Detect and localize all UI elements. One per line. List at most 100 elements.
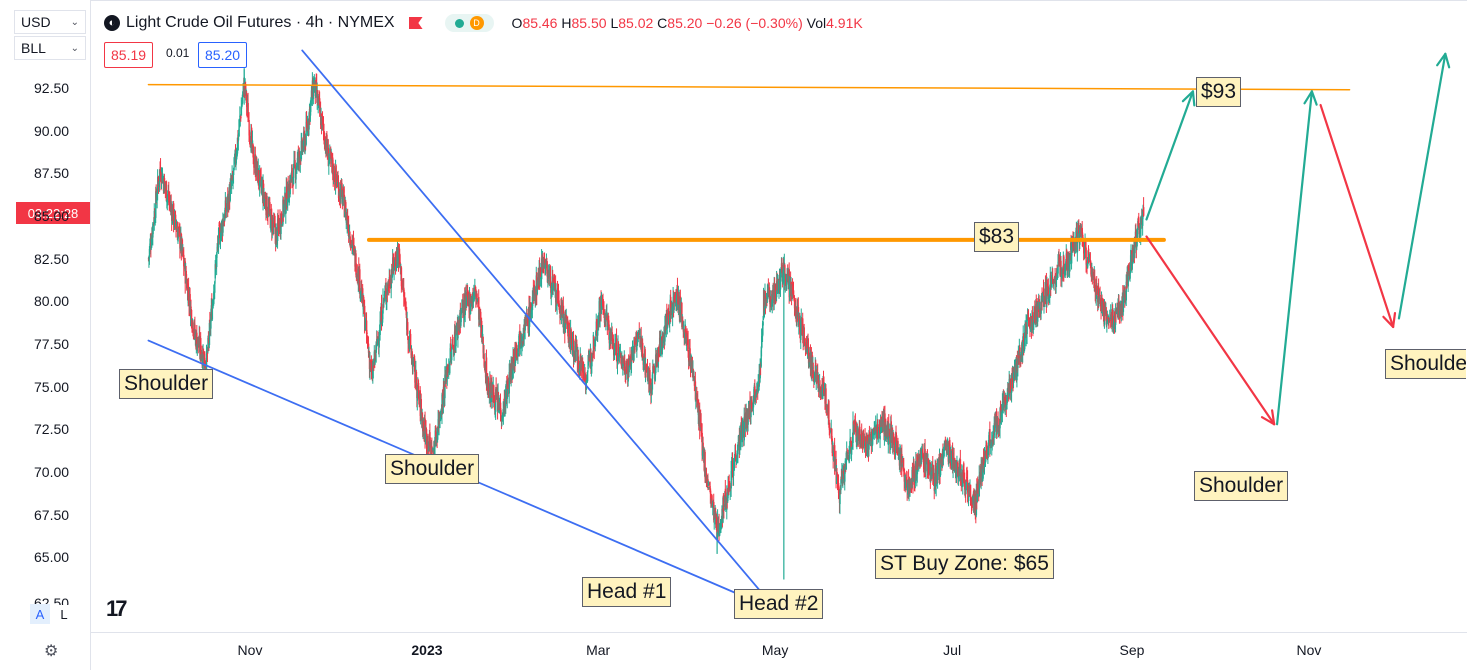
candle-body (400, 267, 403, 287)
candle-body (224, 209, 226, 220)
currency-value: USD (21, 14, 51, 30)
arrow-head[interactable] (1271, 409, 1276, 426)
candle-body (379, 319, 381, 335)
arrow-head[interactable] (1436, 52, 1447, 67)
candle-body (1127, 268, 1129, 287)
candle-body (414, 365, 416, 383)
time-axis-border (90, 632, 1467, 633)
candle-body (613, 351, 616, 354)
candle-body (633, 339, 635, 361)
projection-arrow[interactable] (1319, 103, 1395, 329)
candle-body (700, 422, 702, 433)
arrow-head[interactable] (1303, 90, 1313, 105)
candle-body (731, 461, 734, 474)
candle-body (207, 337, 209, 352)
log-scale-button[interactable]: L (60, 606, 68, 622)
candle-body (709, 481, 711, 488)
trend-line[interactable] (301, 49, 774, 607)
candle-body (174, 214, 177, 225)
price-tick-label: 85.00 (34, 208, 70, 224)
candle-body (654, 374, 657, 381)
candle-body (826, 405, 829, 408)
candle-body (933, 472, 935, 487)
candle-body (500, 410, 502, 420)
candle-body (335, 165, 337, 179)
arrow-head[interactable] (1260, 416, 1276, 426)
candle-body (806, 345, 809, 354)
symbol-title[interactable]: Light Crude Oil Futures · 4h · NYMEX (126, 14, 395, 31)
candle-body (754, 386, 756, 401)
candle-body (1134, 236, 1136, 254)
candle-body (612, 338, 614, 343)
candle-body (635, 332, 638, 350)
candle-body (359, 269, 361, 294)
open-label: O (511, 15, 523, 31)
candle-body (172, 203, 175, 225)
auto-scale-button[interactable]: A (30, 604, 50, 624)
arrow-head[interactable] (1181, 90, 1195, 103)
candle-body (551, 282, 553, 297)
projection-arrow[interactable] (1397, 52, 1447, 320)
candle-body (518, 335, 520, 348)
candle-body (861, 432, 863, 441)
candle-body (855, 421, 857, 436)
projection-arrow[interactable] (1275, 90, 1313, 426)
arrow-head[interactable] (1392, 311, 1397, 329)
projection-arrow[interactable] (1145, 235, 1276, 426)
candle-body (720, 528, 722, 530)
candle-body (517, 352, 519, 357)
candle-body (450, 346, 452, 352)
candle-body (637, 330, 640, 335)
candle-body (526, 313, 528, 324)
candle-body (240, 116, 242, 119)
arrow-head[interactable] (1191, 90, 1196, 107)
gear-icon[interactable]: ⚙ (44, 643, 59, 660)
candle-body (878, 430, 880, 439)
candle-body (996, 421, 998, 435)
candle-body (1129, 272, 1131, 279)
candle-body (639, 335, 641, 338)
buy-price-button[interactable]: 85.20 (198, 42, 248, 68)
candle-body (676, 284, 679, 295)
candle-body (481, 320, 483, 339)
candle-body (823, 387, 826, 389)
candle-body (275, 230, 277, 248)
arrow-head[interactable] (1382, 315, 1395, 329)
tradingview-logo[interactable]: 17 (106, 596, 128, 621)
candle-body (807, 346, 810, 364)
candle-body (432, 448, 434, 452)
candle-body (337, 182, 340, 199)
candle-body (485, 357, 488, 386)
candle-body (460, 312, 463, 315)
candle-body (1112, 309, 1114, 322)
candle-body (424, 429, 427, 440)
candle-body (378, 338, 380, 348)
candle-body (455, 324, 458, 332)
candle-body (956, 462, 959, 474)
projection-arrow[interactable] (1145, 90, 1195, 221)
sell-price-button[interactable]: 85.19 (104, 42, 154, 68)
candle-body (1125, 281, 1127, 301)
horizontal-level-line[interactable] (147, 83, 1351, 91)
candle-body (292, 164, 295, 185)
candle-body (636, 338, 639, 346)
unit-select[interactable]: BLL ⌄ (14, 36, 86, 60)
flag-icon[interactable] (408, 17, 423, 29)
candle-body (800, 319, 802, 341)
arrow-head[interactable] (1444, 52, 1451, 69)
candle-body (364, 321, 367, 328)
candle-body (974, 494, 977, 513)
candle-body (478, 296, 480, 320)
currency-select[interactable]: USD ⌄ (14, 10, 86, 34)
candle-body (628, 366, 630, 373)
candle-body (396, 249, 399, 261)
arrow-head[interactable] (1310, 90, 1318, 106)
candle-body (558, 300, 560, 305)
candle-body (743, 416, 745, 441)
candle-body (593, 346, 596, 350)
market-status-pill[interactable]: D (444, 14, 494, 32)
candle-body (828, 400, 830, 424)
candle-body (333, 165, 335, 182)
candle-body (636, 345, 638, 351)
